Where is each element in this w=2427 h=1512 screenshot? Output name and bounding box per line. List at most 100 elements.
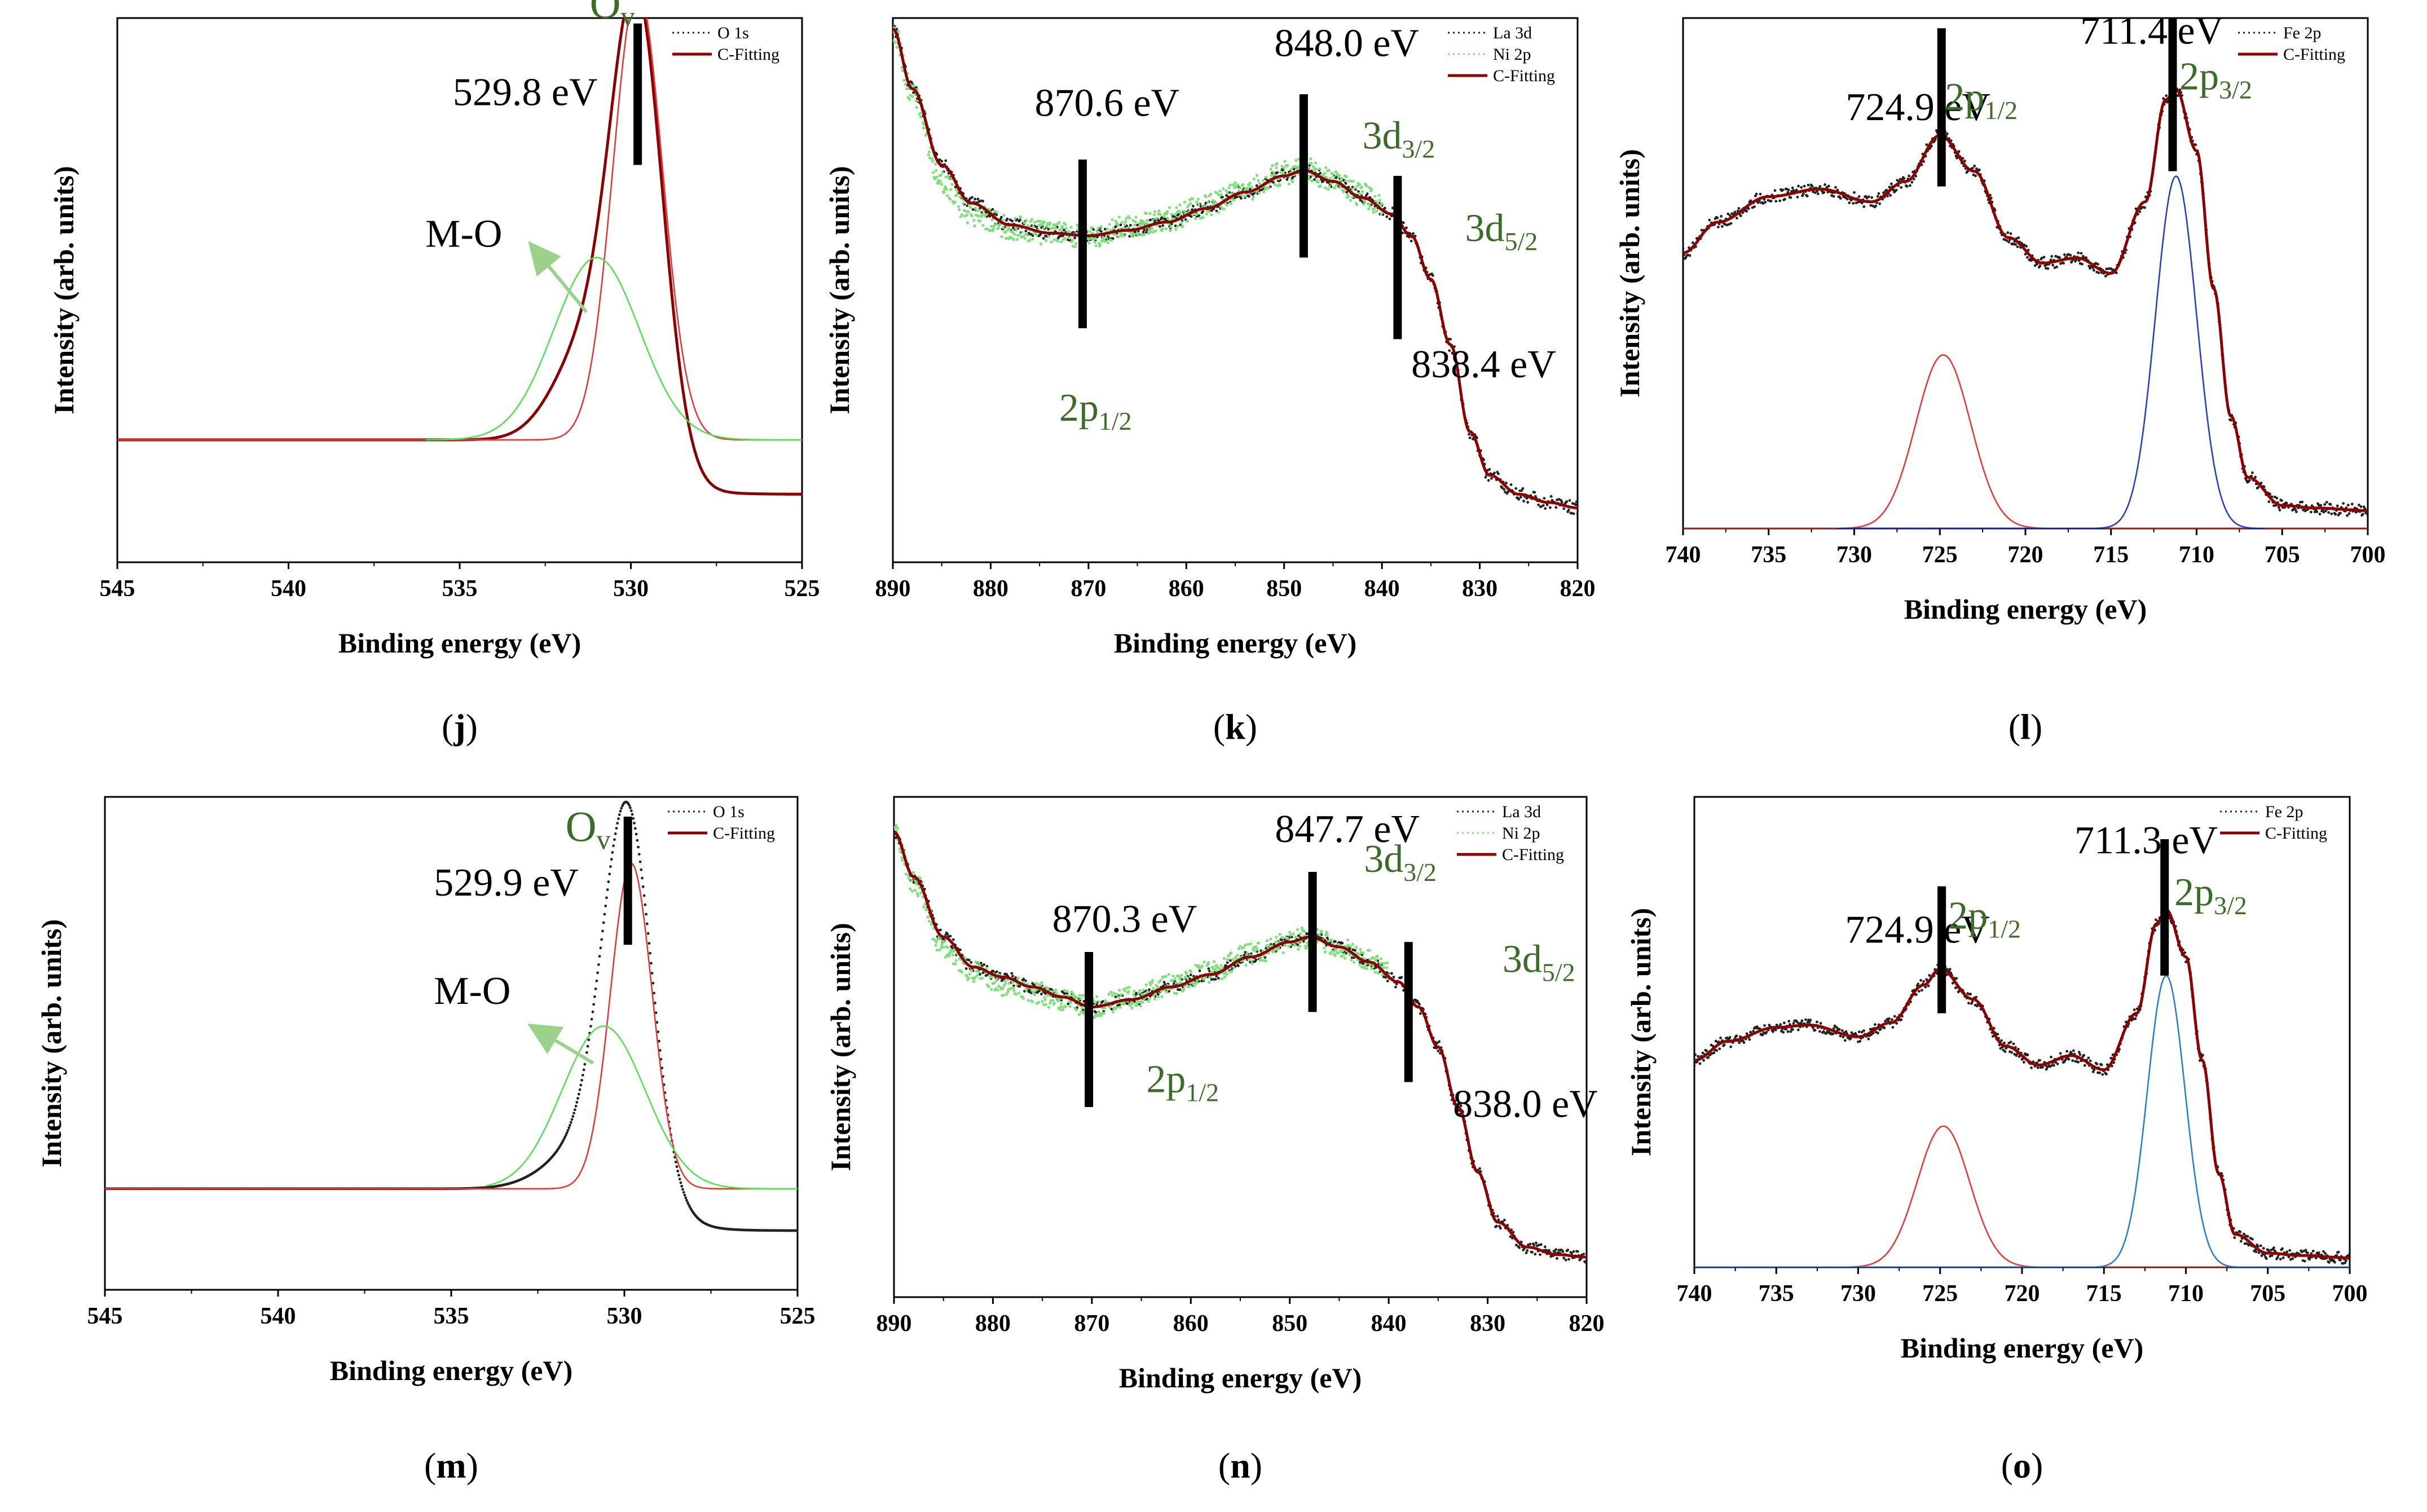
peak-annotation: M-O [434, 969, 510, 1013]
data-point [682, 1191, 685, 1194]
data-point [966, 221, 970, 224]
data-point [1040, 981, 1043, 985]
data-point [1028, 988, 1031, 991]
data-point [1078, 994, 1082, 997]
data-point [1242, 946, 1245, 949]
data-point [1211, 199, 1214, 202]
peak-annotation: 870.6 eV [1034, 82, 1179, 125]
data-point [1728, 214, 1732, 217]
data-point [1795, 188, 1798, 192]
data-point [1187, 204, 1190, 207]
data-point [910, 879, 913, 882]
data-point [1852, 202, 1855, 205]
data-point [1265, 947, 1268, 950]
data-point [1040, 993, 1043, 995]
data-point [1219, 193, 1223, 196]
data-point [1058, 1008, 1062, 1011]
data-point [1124, 989, 1127, 993]
data-point [1022, 977, 1025, 981]
data-point [1095, 995, 1099, 998]
data-point [1061, 226, 1064, 230]
data-point [1006, 217, 1009, 221]
data-point [610, 858, 613, 861]
data-point [1182, 987, 1186, 991]
data-point [1025, 233, 1029, 236]
data-point [629, 809, 633, 812]
data-point [1168, 990, 1171, 993]
series-fe-2p [1683, 86, 2368, 517]
data-point [1096, 1014, 1099, 1017]
data-point [1294, 936, 1298, 939]
data-point [971, 208, 975, 211]
data-point [992, 227, 995, 231]
x-tick-label: 820 [1569, 1311, 1605, 1337]
data-point [1060, 1002, 1063, 1006]
data-point [2267, 500, 2271, 503]
data-point [1260, 188, 1263, 191]
data-point [1275, 166, 1278, 170]
data-point [1018, 991, 1021, 995]
data-point [1900, 186, 1903, 189]
data-point [1359, 961, 1363, 964]
peak-annotation: 724.9 eV [1845, 86, 1990, 129]
data-point [945, 187, 948, 191]
data-point [1896, 179, 1899, 182]
data-point [1515, 1244, 1518, 1247]
data-point [1759, 192, 1762, 196]
data-point [960, 970, 963, 974]
data-point [1567, 508, 1570, 512]
data-point [1225, 194, 1228, 197]
data-point [1054, 988, 1058, 992]
legend-label: O 1s [717, 24, 749, 42]
data-point [994, 222, 998, 226]
data-point [906, 873, 910, 877]
x-axis-title: Binding energy (eV) [1119, 1362, 1362, 1394]
data-point [2303, 509, 2307, 513]
data-point [1250, 959, 1253, 963]
data-point [579, 1083, 583, 1087]
data-point [1046, 988, 1050, 991]
data-point [2062, 262, 2065, 265]
data-point [917, 894, 920, 897]
data-point [1347, 179, 1351, 183]
data-point [1846, 197, 1849, 201]
data-point [1052, 238, 1056, 241]
data-point [901, 859, 904, 862]
data-point [1194, 964, 1197, 967]
data-point [2096, 263, 2099, 266]
data-point [1222, 208, 1226, 211]
data-point [1504, 491, 1507, 493]
data-point [1225, 204, 1228, 207]
data-point [612, 844, 615, 848]
data-point [1853, 191, 1856, 194]
x-tick-label: 820 [1560, 576, 1596, 602]
data-point [569, 1123, 571, 1127]
data-point [1141, 1000, 1144, 1004]
data-point [1227, 186, 1231, 189]
data-point [2298, 501, 2302, 504]
data-point [996, 210, 999, 214]
data-point [1110, 991, 1113, 994]
data-point [974, 976, 977, 979]
data-point [676, 1170, 680, 1172]
data-point [1012, 238, 1015, 241]
data-point [2336, 504, 2339, 508]
data-point [927, 153, 930, 157]
plot-area [894, 824, 1587, 1264]
data-point [1272, 173, 1276, 177]
data-point [1380, 212, 1383, 215]
data-point [1203, 205, 1206, 208]
data-point [1002, 994, 1005, 997]
data-point [613, 838, 616, 841]
legend-label: Ni 2p [1493, 45, 1531, 64]
data-point [1386, 980, 1389, 982]
data-point [1147, 231, 1150, 235]
data-point [1278, 933, 1281, 936]
data-point [1796, 196, 1799, 199]
data-point [1023, 237, 1027, 240]
data-point [910, 81, 913, 83]
data-point [640, 0, 643, 2]
